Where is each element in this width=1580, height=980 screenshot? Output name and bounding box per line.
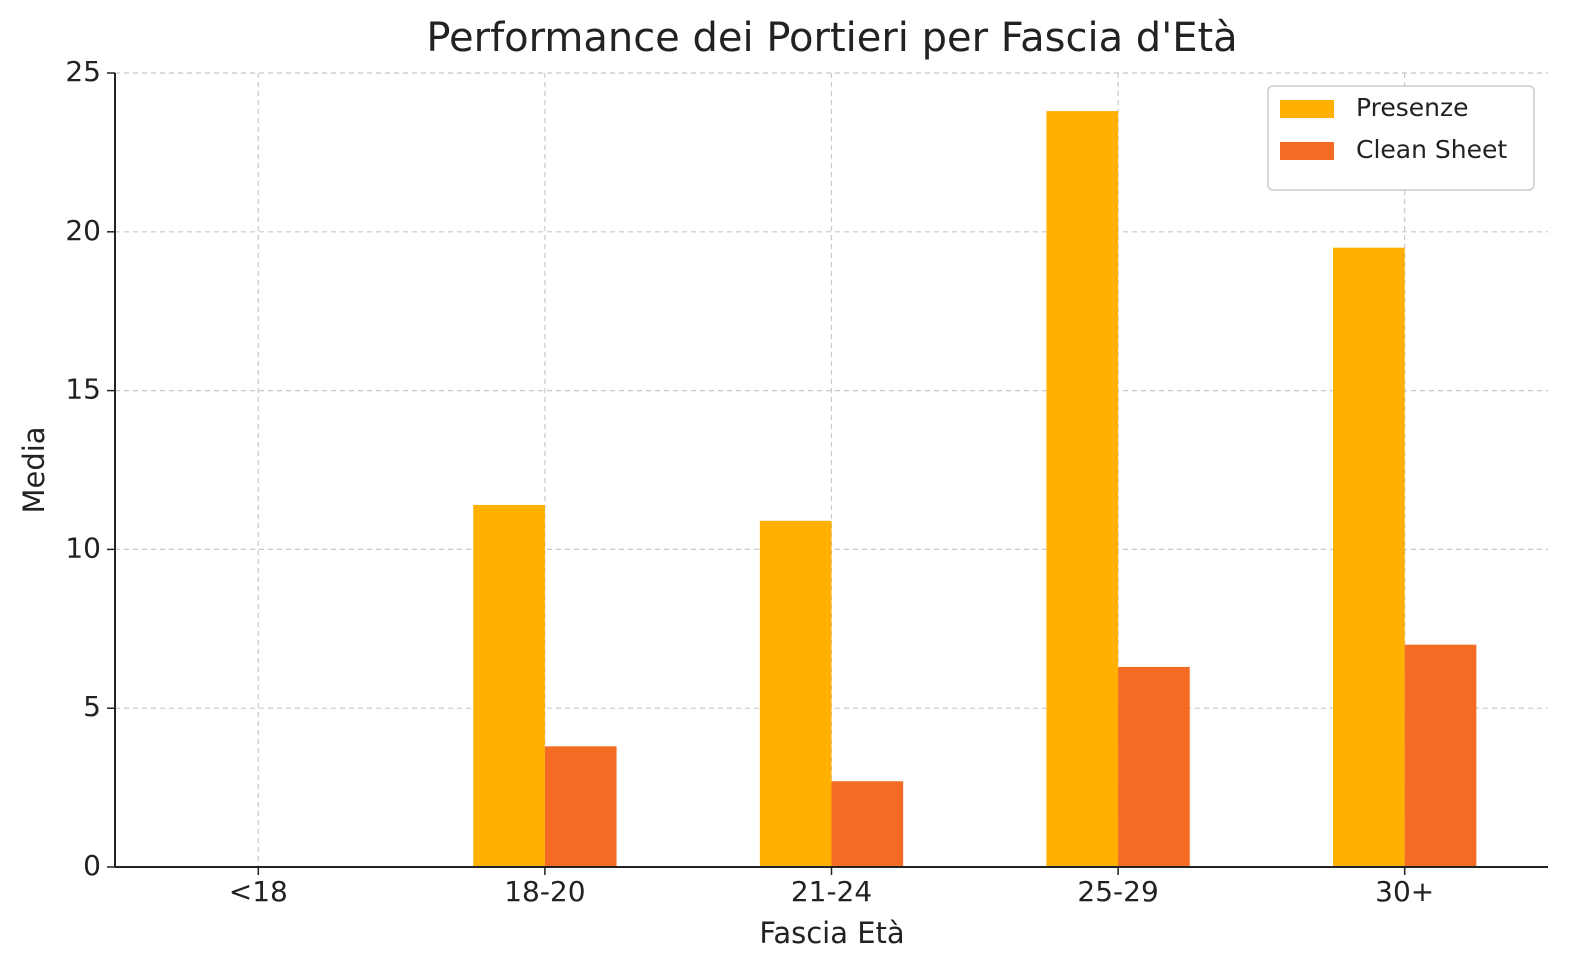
chart-title: Performance dei Portieri per Fascia d'Et… (426, 15, 1237, 61)
legend-label: Presenze (1356, 93, 1469, 122)
bar (1118, 666, 1190, 867)
x-tick-label: <18 (229, 875, 288, 908)
x-tick-label: 18-20 (504, 875, 585, 908)
bar (544, 746, 617, 867)
y-tick-label: 5 (83, 690, 101, 723)
x-tick-label: 30+ (1375, 875, 1434, 908)
bar (473, 504, 545, 867)
y-tick-label: 0 (83, 849, 101, 882)
bar (1404, 644, 1477, 867)
x-axis-label: Fascia Età (759, 916, 904, 950)
y-tick-label: 25 (65, 55, 101, 88)
y-tick-label: 15 (65, 373, 101, 406)
bar (1046, 111, 1119, 867)
y-tick-label: 20 (65, 214, 101, 247)
x-tick-label: 25-29 (1077, 875, 1158, 908)
bar (831, 781, 904, 867)
y-tick-label: 10 (65, 531, 101, 564)
bar (759, 520, 832, 867)
y-axis-label: Media (17, 426, 51, 513)
legend-label: Clean Sheet (1356, 135, 1507, 164)
legend-swatch (1280, 100, 1334, 118)
bar (1333, 247, 1405, 867)
legend-swatch (1280, 142, 1334, 160)
legend: Presenze Clean Sheet (1267, 85, 1535, 191)
x-tick-label: 21-24 (791, 875, 872, 908)
legend-box (1267, 85, 1535, 191)
